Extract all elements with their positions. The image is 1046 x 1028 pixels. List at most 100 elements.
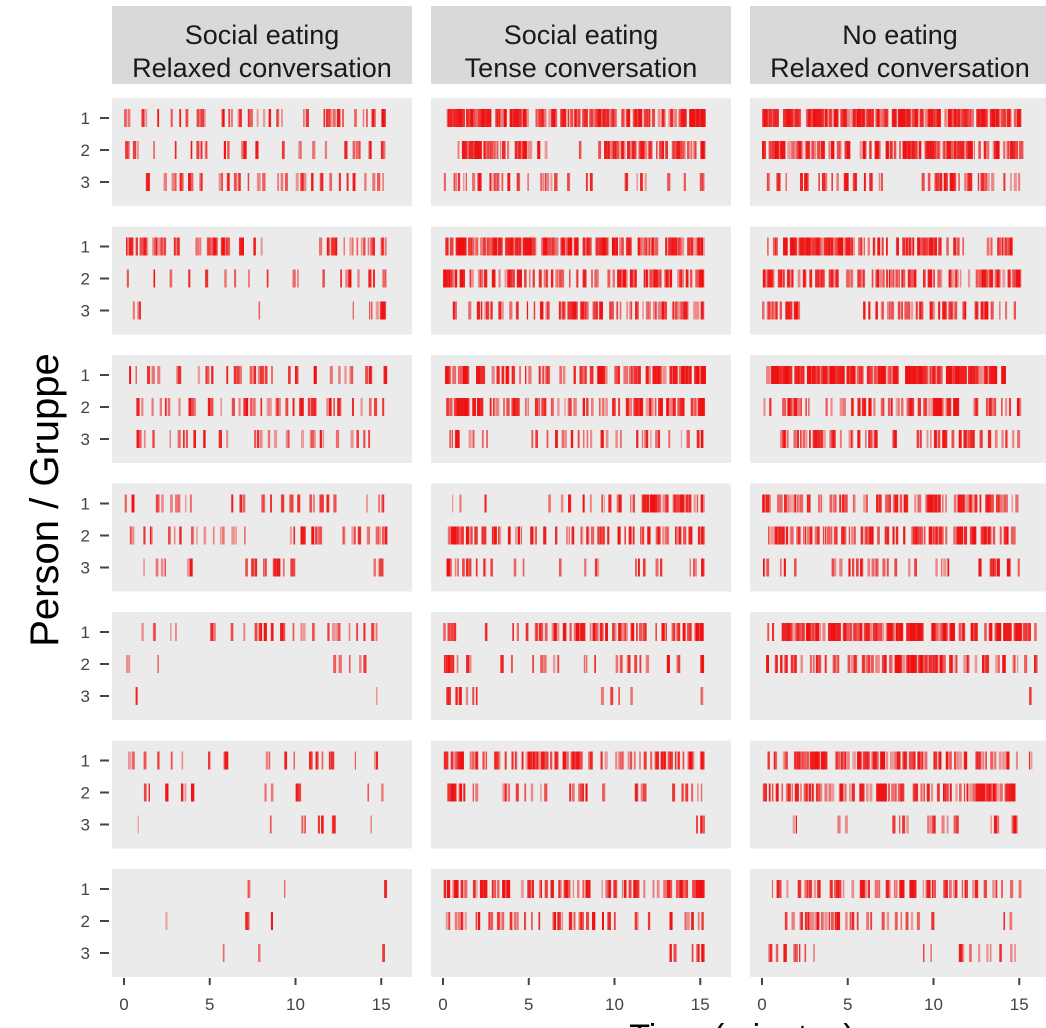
event-mark xyxy=(141,623,144,641)
event-mark xyxy=(783,141,786,159)
event-mark xyxy=(933,815,936,834)
event-mark xyxy=(791,141,795,159)
event-mark xyxy=(1012,430,1015,448)
event-mark xyxy=(131,751,135,770)
event-mark xyxy=(335,430,340,448)
event-mark xyxy=(515,783,519,802)
event-mark xyxy=(955,815,959,834)
event-mark xyxy=(303,526,306,545)
event-mark xyxy=(947,558,950,577)
event-mark xyxy=(869,783,873,802)
event-mark xyxy=(333,494,337,513)
event-mark xyxy=(939,398,943,416)
event-mark xyxy=(493,526,497,545)
event-mark xyxy=(1002,751,1006,770)
event-mark xyxy=(260,366,264,384)
event-mark xyxy=(1000,526,1002,545)
event-mark xyxy=(934,494,938,513)
event-mark xyxy=(866,623,869,641)
event-mark xyxy=(489,173,492,191)
event-mark xyxy=(648,269,652,288)
event-mark xyxy=(968,430,970,448)
event-mark xyxy=(607,141,610,159)
event-mark xyxy=(627,751,630,770)
event-mark xyxy=(582,398,585,416)
event-mark xyxy=(677,398,681,416)
event-mark xyxy=(897,783,902,802)
event-mark xyxy=(859,783,863,802)
event-mark xyxy=(889,301,893,320)
event-mark xyxy=(567,301,570,320)
event-mark xyxy=(534,623,537,641)
event-mark xyxy=(665,494,669,513)
event-mark xyxy=(530,880,532,898)
event-mark xyxy=(572,880,575,898)
event-mark xyxy=(516,301,519,320)
event-mark xyxy=(912,623,917,641)
event-mark xyxy=(582,301,585,320)
event-mark xyxy=(591,398,594,416)
event-mark xyxy=(795,815,797,834)
event-mark xyxy=(209,237,212,256)
event-mark xyxy=(837,815,841,834)
event-mark xyxy=(456,237,459,256)
event-mark xyxy=(695,558,697,577)
event-mark xyxy=(602,109,606,127)
event-mark xyxy=(237,366,241,384)
event-mark xyxy=(451,655,455,673)
event-mark xyxy=(304,173,307,191)
event-mark xyxy=(176,237,178,256)
event-mark xyxy=(861,398,865,416)
event-mark xyxy=(1001,398,1003,416)
event-mark xyxy=(654,237,659,256)
event-mark xyxy=(794,558,797,577)
event-mark xyxy=(560,494,564,513)
event-mark xyxy=(675,623,679,641)
event-mark xyxy=(790,237,793,256)
event-mark xyxy=(767,237,769,256)
event-mark xyxy=(490,301,493,320)
event-mark xyxy=(524,398,527,416)
event-mark xyxy=(546,173,550,191)
event-mark xyxy=(1001,880,1003,898)
event-mark xyxy=(500,655,504,673)
event-mark xyxy=(783,366,788,384)
event-mark xyxy=(494,880,497,898)
event-mark xyxy=(237,173,240,191)
event-mark xyxy=(681,366,684,384)
event-mark xyxy=(257,366,261,384)
event-mark xyxy=(366,494,368,513)
event-mark xyxy=(238,398,241,416)
panel-c3-g4 xyxy=(750,483,1046,592)
event-mark xyxy=(349,366,352,384)
event-mark xyxy=(884,783,887,802)
event-mark xyxy=(203,430,206,448)
event-mark xyxy=(342,109,344,127)
event-mark xyxy=(374,109,376,127)
event-mark xyxy=(989,623,992,641)
event-mark xyxy=(470,751,473,770)
event-mark xyxy=(806,623,810,641)
event-mark xyxy=(456,655,459,673)
event-mark xyxy=(367,237,370,256)
event-mark xyxy=(688,237,693,256)
event-mark xyxy=(577,269,579,288)
event-mark xyxy=(455,687,458,705)
event-mark xyxy=(280,173,284,191)
event-mark xyxy=(545,366,549,384)
event-mark xyxy=(491,269,494,288)
event-mark xyxy=(782,269,785,288)
event-mark xyxy=(811,141,815,159)
event-mark xyxy=(936,366,940,384)
event-mark xyxy=(189,494,192,513)
event-mark xyxy=(478,269,482,288)
event-mark xyxy=(275,558,278,577)
event-mark xyxy=(650,430,652,448)
event-mark xyxy=(1014,141,1019,159)
event-mark xyxy=(886,526,890,545)
event-mark xyxy=(463,237,467,256)
event-mark xyxy=(835,912,838,930)
event-mark xyxy=(821,173,826,191)
event-mark xyxy=(810,526,813,545)
event-mark xyxy=(523,109,527,127)
